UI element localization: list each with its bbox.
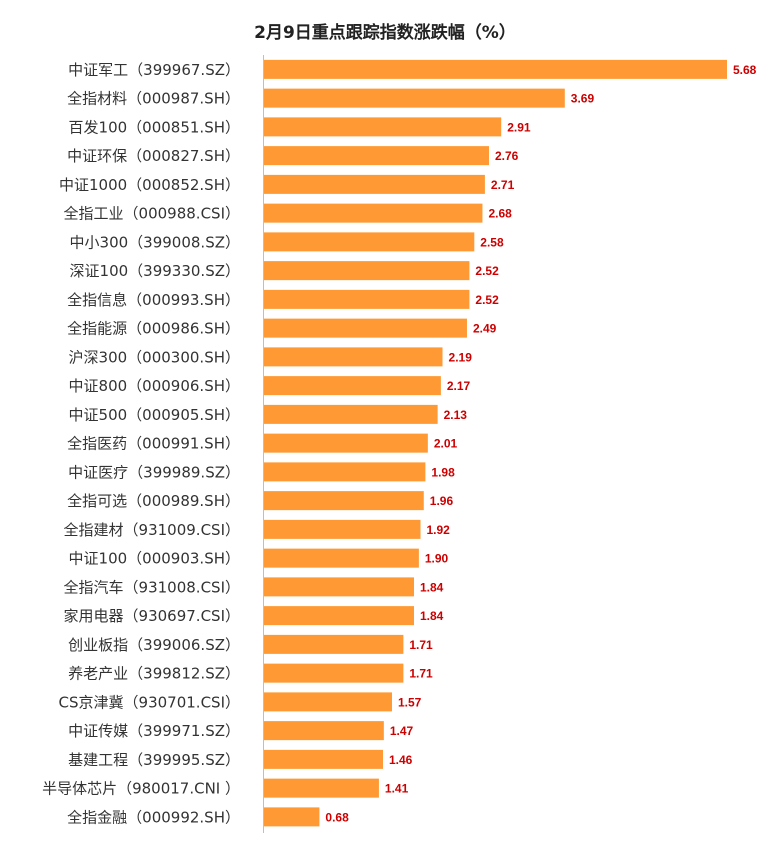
value-label: 2.52 — [475, 264, 499, 278]
bar — [264, 261, 470, 281]
category-label: 全指医药（000991.SH） — [67, 435, 240, 453]
value-label: 1.46 — [389, 753, 413, 767]
bar — [264, 88, 565, 108]
bar — [264, 491, 424, 511]
value-label: 1.90 — [425, 552, 449, 566]
category-label: 中证1000（000852.SH） — [59, 176, 240, 194]
category-label: CS京津冀（930701.CSI） — [59, 693, 240, 711]
bar — [264, 663, 404, 683]
category-label: 全指金融（000992.SH） — [67, 808, 240, 826]
category-label: 中证传媒（399971.SZ） — [68, 722, 240, 740]
chart-title: 2月9日重点跟踪指数涨跌幅（%） — [254, 22, 516, 43]
value-label: 2.91 — [507, 120, 531, 134]
bar — [264, 807, 320, 827]
value-label: 2.68 — [488, 207, 512, 221]
bar — [264, 749, 384, 769]
bar — [264, 232, 475, 252]
category-label: 全指能源（000986.SH） — [67, 320, 240, 338]
bar — [264, 174, 485, 194]
category-label: 中证800（000906.SH） — [69, 377, 240, 395]
bar — [264, 692, 392, 712]
category-label: 全指可选（000989.SH） — [67, 492, 240, 510]
bar — [264, 404, 438, 424]
bar — [264, 117, 502, 137]
value-label: 2.49 — [473, 322, 497, 336]
value-label: 2.76 — [495, 149, 519, 163]
bar — [264, 577, 414, 597]
category-label: 中证500（000905.SH） — [69, 406, 240, 424]
category-label: 创业板指（399006.SZ） — [68, 636, 240, 654]
bar — [264, 347, 443, 367]
bar — [264, 634, 404, 654]
category-label: 深证100（399330.SZ） — [70, 262, 240, 280]
bar — [264, 318, 467, 338]
bars-group — [264, 59, 727, 827]
value-label: 1.96 — [430, 494, 454, 508]
category-label: 沪深300（000300.SH） — [69, 348, 240, 366]
value-label: 2.52 — [475, 293, 499, 307]
category-label: 基建工程（399995.SZ） — [68, 751, 240, 769]
bar — [264, 462, 426, 482]
category-label: 全指工业（000988.CSI） — [64, 205, 240, 223]
value-labels-group: 5.68 3.69 2.91 2.76 2.71 2.68 2.58 2.52 2.52 2.49… — [325, 63, 756, 825]
value-label: 5.68 — [733, 63, 757, 77]
category-label: 中小300（399008.SZ） — [70, 233, 240, 251]
category-label: 全指材料（000987.SH） — [67, 90, 240, 108]
bar — [264, 721, 384, 741]
bar — [264, 376, 441, 396]
category-label: 家用电器（930697.CSI） — [64, 607, 240, 625]
bar — [264, 433, 428, 453]
category-label: 全指汽车（931008.CSI） — [64, 578, 240, 596]
bar — [264, 548, 419, 568]
value-label: 1.47 — [390, 724, 414, 738]
category-label: 中证100（000903.SH） — [69, 550, 240, 568]
value-label: 1.71 — [409, 667, 433, 681]
value-label: 1.84 — [420, 580, 444, 594]
value-label: 2.01 — [434, 437, 458, 451]
value-label: 1.71 — [409, 638, 433, 652]
bar — [264, 289, 470, 309]
bar — [264, 519, 421, 539]
category-label: 全指信息（000993.SH） — [67, 291, 240, 309]
value-label: 1.84 — [420, 609, 444, 623]
value-label: 2.17 — [447, 379, 471, 393]
bar — [264, 146, 489, 166]
category-label: 养老产业（399812.SZ） — [68, 665, 240, 683]
value-label: 2.13 — [444, 408, 468, 422]
value-label: 1.92 — [427, 523, 451, 537]
value-label: 2.58 — [480, 235, 504, 249]
bar — [264, 606, 414, 626]
value-label: 1.98 — [431, 465, 455, 479]
category-label: 中证军工（399967.SZ） — [68, 61, 240, 79]
category-label: 中证环保（000827.SH） — [67, 147, 240, 165]
bar — [264, 59, 727, 79]
bar — [264, 203, 483, 223]
category-label: 百发100（000851.SH） — [69, 118, 240, 136]
category-label: 中证医疗（399989.SZ） — [68, 463, 240, 481]
value-label: 0.68 — [325, 810, 349, 824]
value-label: 3.69 — [571, 92, 595, 106]
category-label: 全指建材（931009.CSI） — [64, 521, 240, 539]
category-label: 半导体芯片（980017.CNI ） — [42, 780, 240, 798]
bar — [264, 778, 379, 798]
value-label: 2.71 — [491, 178, 515, 192]
category-labels-group: 中证军工（399967.SZ） 全指材料（000987.SH） 百发100（0008… — [42, 61, 240, 827]
value-label: 2.19 — [449, 350, 473, 364]
value-label: 1.57 — [398, 695, 422, 709]
value-label: 1.41 — [385, 782, 409, 796]
